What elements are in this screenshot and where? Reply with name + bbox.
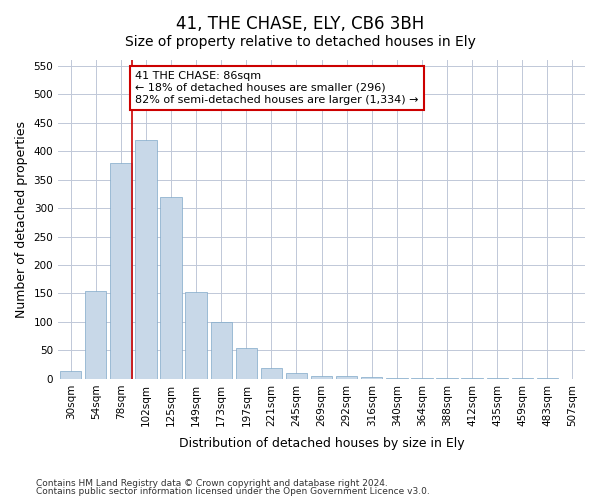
Bar <box>336 376 358 379</box>
Bar <box>160 196 182 379</box>
Bar <box>512 378 533 379</box>
X-axis label: Distribution of detached houses by size in Ely: Distribution of detached houses by size … <box>179 437 464 450</box>
Bar <box>461 378 483 379</box>
Y-axis label: Number of detached properties: Number of detached properties <box>15 121 28 318</box>
Text: 41 THE CHASE: 86sqm
← 18% of detached houses are smaller (296)
82% of semi-detac: 41 THE CHASE: 86sqm ← 18% of detached ho… <box>136 72 419 104</box>
Bar <box>261 368 282 379</box>
Bar <box>110 162 131 379</box>
Text: Size of property relative to detached houses in Ely: Size of property relative to detached ho… <box>125 35 475 49</box>
Bar <box>85 290 106 379</box>
Bar <box>211 322 232 379</box>
Text: Contains public sector information licensed under the Open Government Licence v3: Contains public sector information licen… <box>36 487 430 496</box>
Bar <box>136 140 157 379</box>
Bar <box>236 348 257 379</box>
Text: 41, THE CHASE, ELY, CB6 3BH: 41, THE CHASE, ELY, CB6 3BH <box>176 15 424 33</box>
Bar <box>411 378 433 379</box>
Bar <box>386 378 407 379</box>
Bar <box>361 377 382 379</box>
Text: Contains HM Land Registry data © Crown copyright and database right 2024.: Contains HM Land Registry data © Crown c… <box>36 478 388 488</box>
Bar <box>185 292 207 379</box>
Bar <box>286 373 307 379</box>
Bar <box>436 378 458 379</box>
Bar <box>537 378 558 379</box>
Bar <box>487 378 508 379</box>
Bar <box>60 372 82 379</box>
Bar <box>311 376 332 379</box>
